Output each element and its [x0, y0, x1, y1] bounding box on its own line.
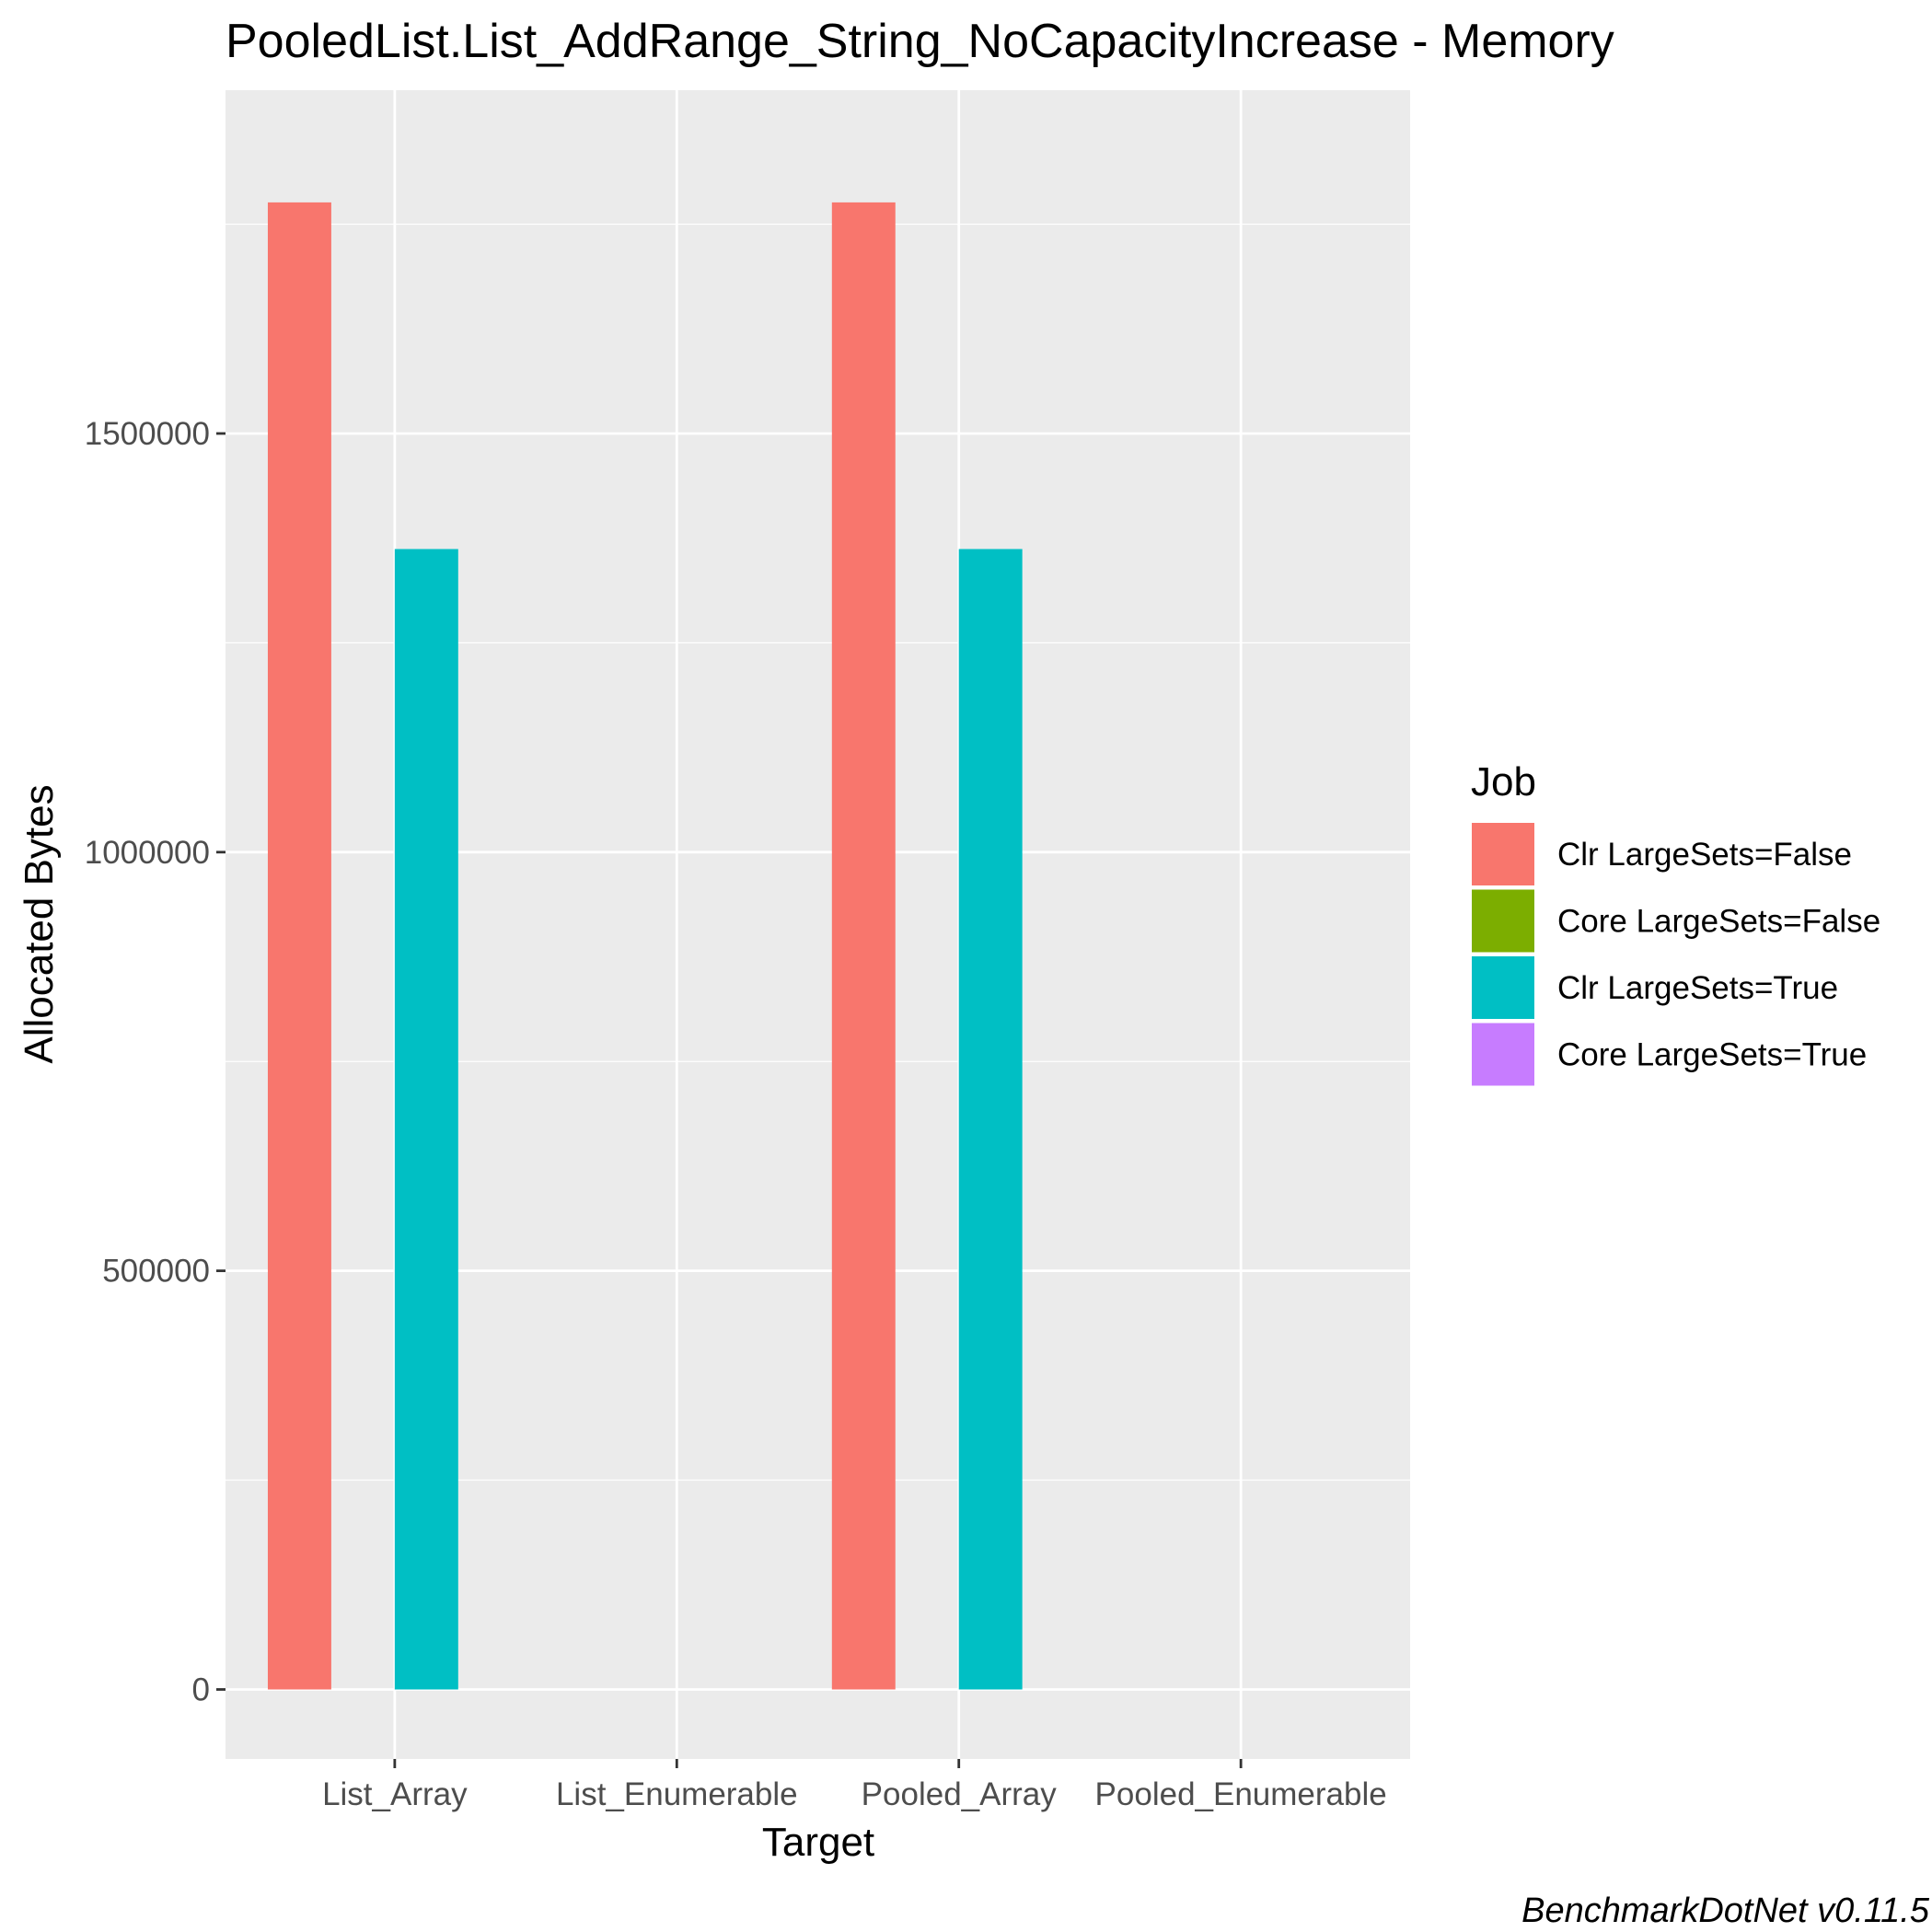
legend-key: [1470, 1021, 1536, 1088]
legend-title: Job: [1471, 759, 1536, 804]
y-tick-label: 1500000: [85, 416, 210, 452]
x-tick-label: Pooled_Array: [862, 1776, 1058, 1812]
y-axis-title: Allocated Bytes: [17, 784, 62, 1063]
chart-title: PooledList.List_AddRange_String_NoCapaci…: [226, 15, 1614, 68]
legend-key: [1470, 887, 1536, 954]
legend-key: [1470, 954, 1536, 1021]
x-tick-label: Pooled_Enumerable: [1095, 1776, 1387, 1812]
x-axis: List_Array List_Enumerable Pooled_Array Poo…: [322, 1759, 1387, 1812]
legend-label: Core LargeSets=True: [1557, 1037, 1867, 1073]
legend-label: Clr LargeSets=True: [1557, 970, 1838, 1006]
bar: [267, 202, 331, 1690]
caption: BenchmarkDotNet v0.11.5: [1521, 1892, 1930, 1930]
bars: [267, 202, 1023, 1690]
x-tick-label: List_Array: [322, 1776, 468, 1812]
bar: [958, 549, 1023, 1690]
bar: [394, 549, 458, 1690]
bar: [831, 202, 896, 1690]
y-tick-label: 0: [192, 1672, 210, 1707]
legend-label: Clr LargeSets=False: [1557, 837, 1852, 873]
y-axis: 0 500000 1000000 1500000: [85, 416, 226, 1707]
y-tick-label: 500000: [102, 1254, 210, 1290]
legend: Job Clr LargeSets=False Core LargeSets=Fa…: [1470, 759, 1880, 1088]
x-tick-label: List_Enumerable: [556, 1776, 798, 1812]
legend-key: [1470, 821, 1536, 887]
x-axis-title: Target: [762, 1820, 874, 1865]
y-tick-label: 1000000: [85, 835, 210, 871]
legend-label: Core LargeSets=False: [1557, 904, 1880, 940]
